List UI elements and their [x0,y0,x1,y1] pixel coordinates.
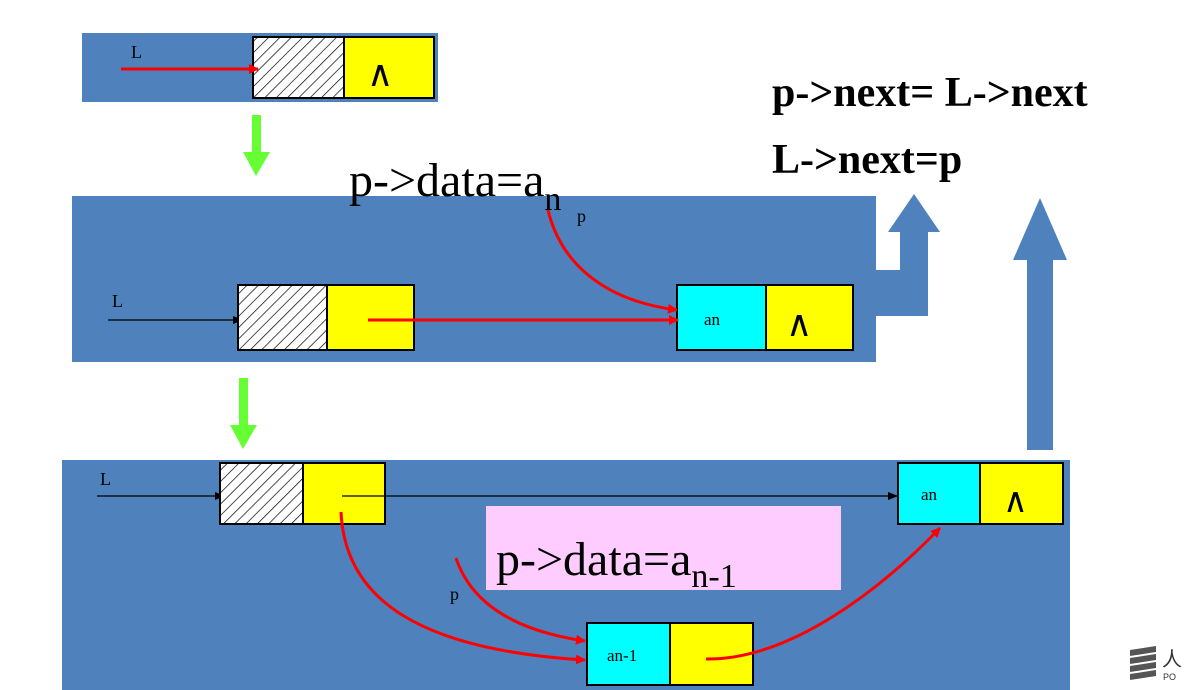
step1-head-node [252,36,345,99]
step3-node-an-label: an [921,485,938,504]
step2-formula-main: p->data=a [349,154,544,207]
step2-formula-sub: n [544,181,561,218]
step1-head-next-field [343,36,435,99]
step1-null-symbol: ∧ [367,54,393,94]
step2-null-symbol: ∧ [786,304,812,344]
step3-node-an-1-data [586,622,671,686]
step3-formula-sub: n-1 [691,558,736,595]
step3-node-an-1-next [669,622,754,686]
step1-empty-list: L ∧ [82,33,438,102]
code-line-2: L->next=p [772,137,962,183]
step3-formula: p->data=an-1 [496,533,737,595]
code-line-1: p->next= L->next [772,70,1088,116]
step2-node-an-next [765,284,854,351]
step3-null-symbol: ∧ [1003,483,1028,520]
step2-head-next-field [326,284,415,351]
step1-pointer-label: L [131,42,142,62]
publisher-logo: 人 PO [1130,646,1182,682]
step3-head-node [219,462,304,525]
svg-text:p->data=an: p->data=an [349,154,561,218]
step2-head-node [237,284,328,351]
step2-node-an-label: an [704,310,721,329]
big-arrow-step2-to-code [868,194,940,316]
step3-head-to-new-node-arrow [339,511,586,665]
step3-pointer-label: L [100,469,111,489]
publisher-logo-sub: PO [1163,672,1176,682]
publisher-logo-glyph: 人 [1162,648,1182,671]
step3-p-curve-arrow [454,557,586,645]
step2-pointer-label: L [112,291,123,311]
step2-node-an-data [676,284,767,351]
step2-p-label: p [577,206,586,226]
green-down-arrow-1 [243,115,270,176]
step3-formula-main: p->data=a [496,533,691,586]
step3-p-label: p [450,584,459,604]
step3-pink-formula-box [486,506,841,590]
green-down-arrow-2 [230,378,257,449]
step2-p-curve-arrow [546,209,678,314]
step3-node-an-next [979,462,1064,525]
step2-insert-an: p->data=an p L an ∧ [72,154,876,362]
step3-new-node-to-an-arrow [705,526,942,661]
step2-formula: p->data=an [349,154,561,218]
publisher-logo-icon [1130,646,1156,680]
svg-text:p->data=an-1: p->data=an-1 [496,533,737,595]
step3-insert-an-1: L an ∧ p->data=an-1 p an-1 [62,460,1070,690]
step3-node-an-data [897,462,981,525]
big-arrow-step3-to-code [1013,198,1067,450]
step3-head-next-field [302,462,386,525]
step3-node-an-1-label: an-1 [607,646,637,665]
